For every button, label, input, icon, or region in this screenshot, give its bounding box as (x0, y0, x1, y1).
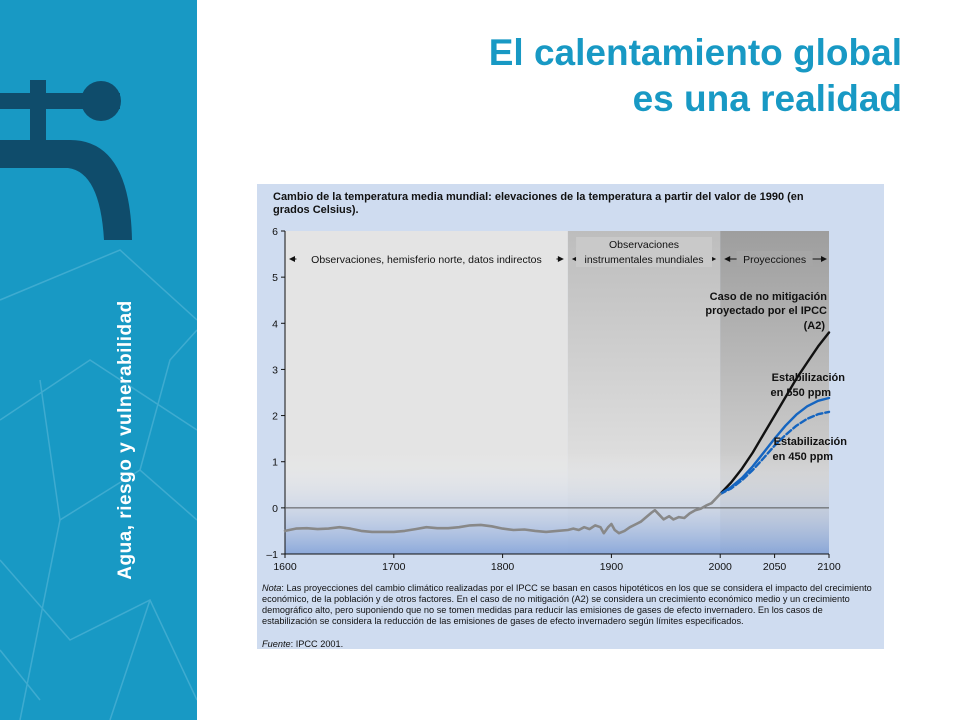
x-tick-label: 1700 (382, 561, 406, 573)
period-label-2-line-1: Observaciones (609, 239, 679, 251)
period-label-3: Proyecciones (743, 254, 806, 266)
y-tick-label: –1 (266, 549, 278, 561)
x-tick-label: 1800 (491, 561, 515, 573)
source-label: Fuente (262, 639, 291, 649)
period-label-1: Observaciones, hemisferio norte, datos i… (311, 254, 542, 266)
chart-panel: 6 5 4 3 2 1 0 –1 1600 1700 1800 1900 2000 2050 2100 Obs… (257, 184, 884, 649)
series-label-450-line-1: Estabilización (774, 436, 848, 448)
series-line-3 (719, 410, 831, 496)
period-label-2-line-2: instrumentales mundiales (585, 254, 704, 266)
series-line-1 (719, 331, 831, 496)
x-tick-label: 2000 (709, 561, 733, 573)
chart-title: Cambio de la temperatura media mundial: … (273, 191, 804, 216)
y-tick-label: 2 (272, 411, 278, 423)
period-label-bg-3 (736, 251, 813, 266)
y-tick-label: 4 (272, 318, 278, 330)
series-line-4 (283, 492, 722, 535)
chart-source: Fuente: IPCC 2001. (262, 639, 343, 649)
x-tick-label: 1600 (273, 561, 297, 573)
y-tick-label: 5 (272, 272, 278, 284)
note-text: : Las proyecciones del cambio climático … (262, 583, 872, 626)
period-label-bg-2 (576, 237, 713, 267)
source-text: : IPCC 2001. (290, 639, 344, 649)
series-label-450-line-2: en 450 ppm (772, 451, 833, 463)
series-label-a2-line-1: Caso de no mitigación (710, 291, 828, 303)
period-label-bg-1 (296, 251, 557, 266)
lower-blue-band (285, 452, 829, 554)
period-arrow-3-head-right (821, 256, 827, 262)
series-label-550-line-2: en 550 ppm (770, 387, 831, 399)
y-tick-label: 3 (272, 364, 278, 376)
chart-note: Nota: Las proyecciones del cambio climát… (262, 583, 880, 627)
y-tick-label: 0 (272, 503, 278, 515)
x-tick-label: 2100 (817, 561, 841, 573)
vertical-section-label: Agua, riesgo y vulnerabilidad (115, 300, 136, 580)
page-title-line-2: es una realidad (632, 78, 902, 119)
x-tick-label: 2050 (763, 561, 787, 573)
series-label-a2-line-3: (A2) (804, 320, 826, 332)
y-tick-label: 1 (272, 457, 278, 469)
series-line-2 (719, 396, 831, 496)
period-arrow-3-head-left (724, 256, 731, 262)
series-label-a2-line-2: proyectado por el IPCC (705, 305, 827, 317)
water-faucet-icon (0, 80, 197, 720)
series-label-550-line-1: Estabilización (772, 372, 846, 384)
sidebar: Agua, riesgo y vulnerabilidad (0, 0, 197, 720)
y-tick-label: 6 (272, 226, 278, 238)
page-title: El calentamiento global es una realidad (489, 30, 902, 122)
page-title-line-1: El calentamiento global (488, 32, 902, 73)
x-tick-label: 1900 (600, 561, 624, 573)
note-label: Nota (262, 583, 282, 593)
period-arrow-1-head-left (289, 256, 295, 262)
period-arrow-1-head-right (557, 256, 564, 262)
